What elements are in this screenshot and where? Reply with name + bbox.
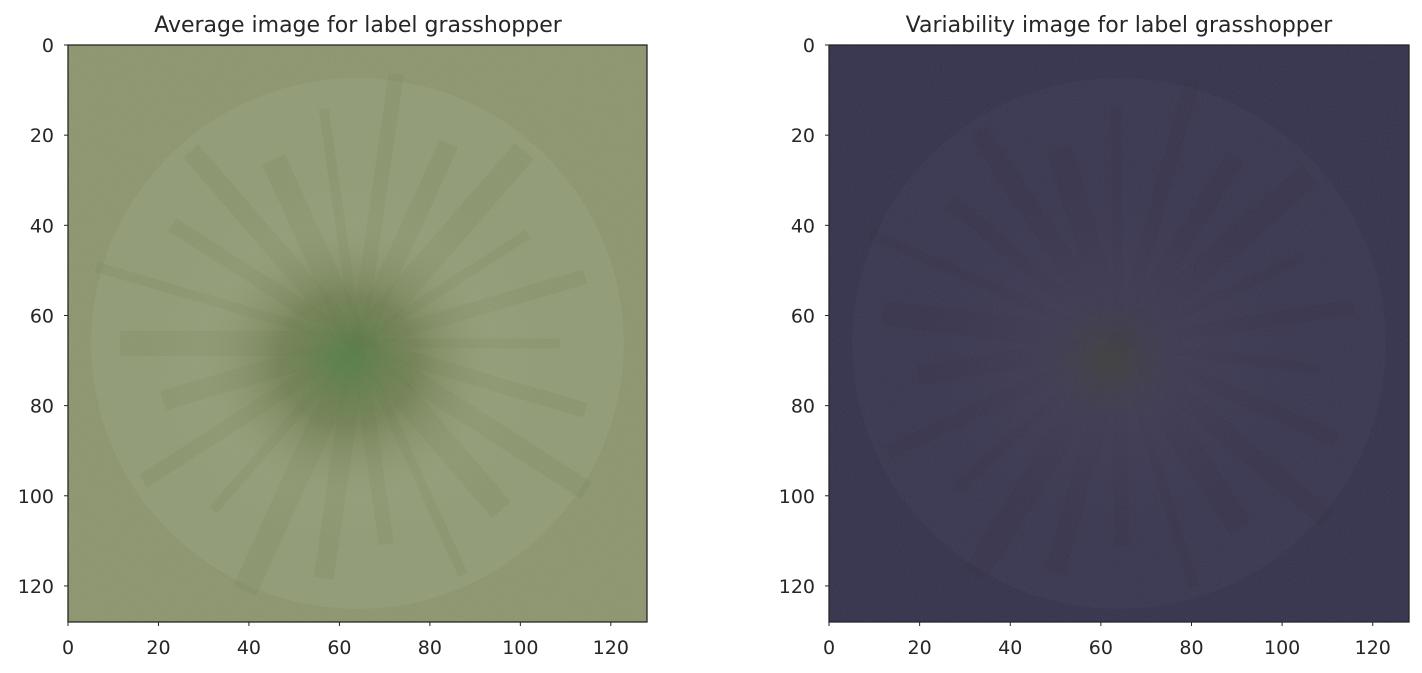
x-axis: 0 20 40 60 80 100 120 [823, 622, 1391, 659]
y-tick-label: 20 [791, 125, 815, 147]
y-tick-label: 100 [18, 486, 54, 508]
x-tick-label: 100 [502, 637, 538, 659]
x-tick-label: 120 [593, 637, 629, 659]
y-tick-label: 60 [791, 305, 815, 327]
y-tick-label: 80 [791, 396, 815, 418]
y-tick-label: 120 [18, 576, 54, 598]
x-tick-label: 0 [823, 637, 835, 659]
x-tick-label: 0 [62, 637, 74, 659]
average-image-panel: Average image for label grasshopper 0 20 4… [18, 13, 648, 659]
y-tick-label: 20 [30, 125, 54, 147]
x-tick-label: 120 [1355, 637, 1391, 659]
image-grain [829, 45, 1409, 622]
y-tick-label: 120 [779, 576, 815, 598]
y-tick-label: 0 [42, 35, 54, 57]
plot-frame [828, 44, 1410, 623]
x-tick-label: 60 [1089, 637, 1113, 659]
average-image [68, 45, 647, 622]
plot-frame [67, 44, 648, 623]
chart-title: Average image for label grasshopper [154, 13, 563, 38]
x-axis: 0 20 40 60 80 100 120 [62, 622, 629, 659]
y-tick-label: 80 [30, 396, 54, 418]
y-axis: 0 20 40 60 80 100 120 [779, 35, 829, 598]
chart-title: Variability image for label grasshopper [906, 13, 1334, 38]
x-tick-label: 60 [327, 637, 351, 659]
y-axis: 0 20 40 60 80 100 120 [18, 35, 68, 598]
image-grain [68, 45, 647, 622]
x-tick-label: 20 [908, 637, 932, 659]
x-tick-label: 80 [418, 637, 442, 659]
y-tick-label: 40 [791, 215, 815, 237]
variability-image [829, 45, 1409, 622]
variability-image-panel: Variability image for label grasshopper … [779, 13, 1410, 659]
x-tick-label: 40 [237, 637, 261, 659]
x-tick-label: 80 [1179, 637, 1203, 659]
y-tick-label: 0 [803, 35, 815, 57]
y-tick-label: 40 [30, 215, 54, 237]
y-tick-label: 100 [779, 486, 815, 508]
x-tick-label: 40 [998, 637, 1022, 659]
x-tick-label: 100 [1264, 637, 1300, 659]
y-tick-label: 60 [30, 305, 54, 327]
x-tick-label: 20 [146, 637, 170, 659]
